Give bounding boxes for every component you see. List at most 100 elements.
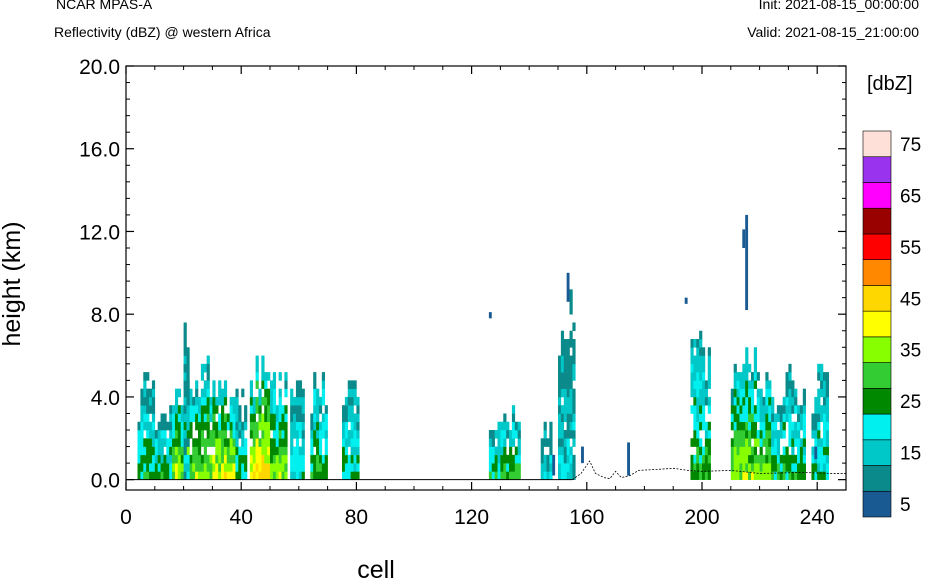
reflectivity-cell (797, 471, 801, 480)
reflectivity-cell (174, 454, 179, 464)
reflectivity-cell (750, 446, 755, 456)
reflectivity-cell (235, 463, 239, 472)
reflectivity-cell (310, 463, 314, 472)
reflectivity-cell (169, 421, 173, 431)
reflectivity-cell (491, 454, 495, 464)
reflectivity-cell (295, 463, 300, 472)
reflectivity-cell (350, 380, 354, 389)
reflectivity-cell (802, 413, 806, 423)
reflectivity-cell (226, 463, 230, 472)
reflectivity-cell (825, 446, 830, 456)
reflectivity-cell (820, 372, 824, 381)
reflectivity-cell (215, 471, 219, 480)
reflectivity-cell (295, 438, 300, 447)
reflectivity-cell (316, 396, 320, 406)
reflectivity-cell (797, 463, 801, 472)
reflectivity-cell (782, 413, 786, 423)
reflectivity-cell (825, 396, 830, 406)
reflectivity-cell (160, 454, 164, 464)
reflectivity-cell (232, 413, 236, 423)
reflectivity-cell (356, 430, 360, 439)
x-tick-label: 80 (345, 506, 368, 529)
reflectivity-cell (707, 380, 711, 389)
reflectivity-cell (702, 413, 706, 423)
colorbar-swatch (862, 285, 892, 312)
reflectivity-cell (342, 438, 346, 447)
reflectivity-cell (802, 388, 806, 398)
reflectivity-cell (503, 413, 507, 423)
reflectivity-cell (503, 463, 507, 472)
reflectivity-cell (742, 446, 746, 456)
reflectivity-cell (301, 438, 305, 447)
reflectivity-cell (218, 454, 222, 464)
reflectivity-cell (745, 396, 749, 406)
reflectivity-cell (799, 463, 804, 472)
reflectivity-cell (192, 438, 196, 447)
reflectivity-cell (192, 446, 196, 456)
reflectivity-cell (566, 380, 570, 389)
reflectivity-cell (739, 471, 743, 480)
reflectivity-cell (143, 454, 147, 464)
reflectivity-cell (511, 438, 516, 447)
reflectivity-cell (768, 405, 772, 414)
reflectivity-cell (560, 380, 565, 389)
reflectivity-cell (353, 388, 357, 398)
reflectivity-cell (820, 471, 824, 480)
reflectivity-cell (223, 421, 228, 431)
reflectivity-cell (491, 463, 495, 472)
valid-time: Valid: 2021-08-15_21:00:00 (747, 24, 919, 40)
reflectivity-cell (186, 463, 190, 472)
reflectivity-cell (546, 471, 550, 480)
reflectivity-cell (235, 446, 239, 456)
reflectivity-cell (261, 430, 265, 439)
reflectivity-cell (739, 396, 743, 406)
reflectivity-cell (290, 438, 294, 447)
reflectivity-cell (137, 454, 141, 464)
reflectivity-cell (310, 454, 314, 464)
reflectivity-cell (693, 413, 697, 423)
reflectivity-cell (252, 421, 256, 431)
reflectivity-cell (690, 347, 694, 356)
reflectivity-cell (223, 388, 228, 398)
reflectivity-cell (264, 438, 268, 447)
reflectivity-cell (569, 355, 573, 365)
reflectivity-cell (506, 463, 510, 472)
reflectivity-cell (560, 471, 565, 480)
reflectivity-cell (353, 380, 357, 389)
reflectivity-cell (264, 396, 268, 406)
reflectivity-cell (707, 454, 711, 464)
reflectivity-cell (745, 355, 749, 365)
colorbar-label: 35 (900, 341, 921, 362)
reflectivity-cell (209, 438, 213, 447)
reflectivity-cell (779, 421, 783, 431)
reflectivity-cell (189, 388, 193, 398)
reflectivity-cell (693, 421, 697, 431)
reflectivity-cell (223, 454, 228, 464)
reflectivity-cell (261, 421, 265, 431)
reflectivity-cell (166, 463, 170, 472)
reflectivity-cell (696, 413, 700, 423)
reflectivity-cell (324, 413, 328, 423)
reflectivity-cell (275, 405, 279, 414)
reflectivity-cell (497, 454, 501, 464)
reflectivity-cell (203, 471, 207, 480)
reflectivity-cell (169, 430, 173, 439)
reflectivity-cell (558, 372, 562, 381)
reflectivity-cell (235, 396, 239, 406)
reflectivity-cell (235, 388, 239, 398)
reflectivity-cell (540, 471, 544, 480)
reflectivity-cell (143, 446, 147, 456)
reflectivity-cell (206, 380, 210, 389)
reflectivity-cell (739, 380, 743, 389)
reflectivity-cell (739, 430, 743, 439)
y-tick-label: 16.0 (79, 139, 120, 162)
reflectivity-cell (215, 405, 219, 414)
reflectivity-cell (293, 471, 297, 480)
colorbar-swatch (862, 259, 892, 286)
reflectivity-cell (802, 421, 806, 431)
reflectivity-cell (316, 405, 320, 414)
reflectivity-cell (693, 454, 697, 464)
reflectivity-cell (756, 413, 760, 423)
reflectivity-cell (172, 405, 176, 414)
reflectivity-cell (195, 446, 199, 456)
